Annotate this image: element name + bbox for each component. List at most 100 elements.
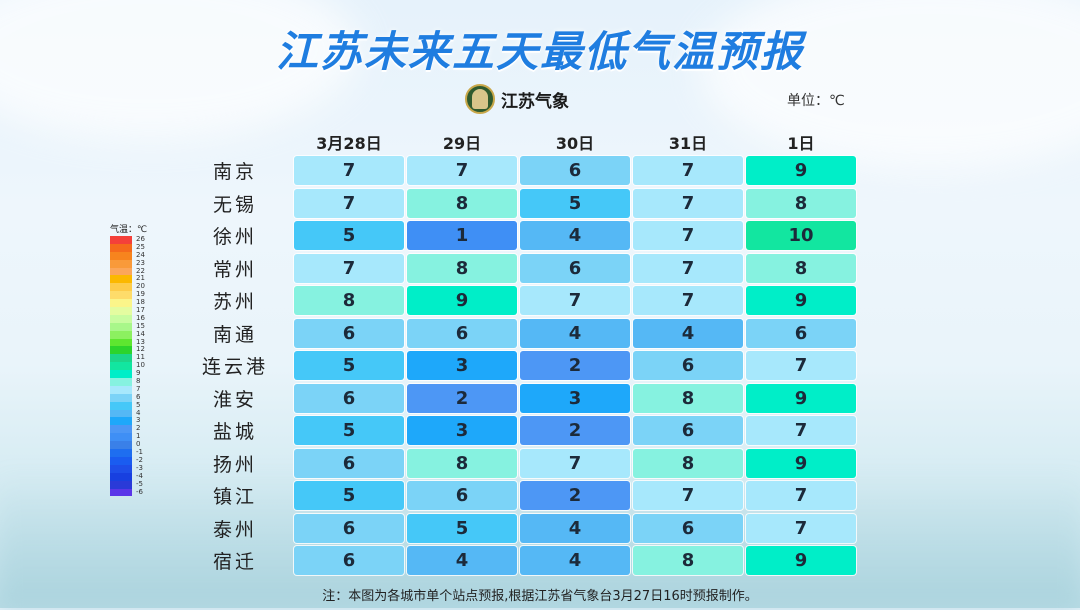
legend-item: 19 [110,290,147,300]
legend-label: -4 [136,471,143,480]
temperature-cell: 8 [633,383,743,413]
temperature-cell: 6 [294,546,404,575]
temperature-cell: 3 [407,351,517,380]
city-label: 盐城 [212,421,257,443]
city-label: 扬州 [212,453,257,476]
temperature-cell: 6 [407,318,517,348]
temperature-cell: 5 [294,481,404,510]
city-label: 镇江 [212,486,257,508]
legend-label: 6 [136,392,141,401]
legend-swatch [110,243,132,252]
legend-label: 0 [136,440,141,449]
temperature-cell: 6 [407,481,517,510]
city-label: 徐州 [212,226,257,248]
temperature-cell: 6 [294,318,404,348]
temperature-cell: 4 [407,546,517,575]
city-label: 连云港 [201,356,268,378]
temperature-cell: 7 [746,481,856,510]
legend-swatch [110,488,132,497]
temperature-cell: 6 [294,448,404,478]
legend-item: 6 [110,392,147,402]
legend-swatch [110,307,132,315]
temperature-cell: 8 [294,286,404,315]
temperature-cell: 8 [407,188,517,218]
temperature-cell: 7 [520,448,630,478]
temperature-cell: 5 [520,188,630,218]
legend-item: 0 [110,440,147,450]
legend-swatch [110,472,132,481]
legend-item: -3 [110,464,147,473]
temperature-cell: 8 [633,448,743,478]
temperature-cell: 4 [520,221,630,250]
legend-item: 8 [110,377,147,386]
legend-swatch [110,291,132,300]
legend-item: 18 [110,298,147,308]
legend-swatch [110,283,132,292]
legend-label: 20 [136,282,145,291]
legend-swatch [110,251,132,260]
temperature-cell: 7 [633,156,743,185]
city-label: 苏州 [212,291,257,313]
temperature-cell: 1 [407,221,517,250]
temperature-cell: 7 [746,513,856,543]
temperature-cell: 8 [746,188,856,218]
temperature-cell: 4 [633,318,743,348]
legend-item: -4 [110,471,147,481]
city-label: 常州 [212,258,257,281]
temperature-cell: 9 [746,383,856,413]
column-header: 3月28日 [316,134,382,153]
legend-swatch [110,480,132,489]
temperature-cell: 7 [633,286,743,315]
legend-title: 气温：℃ [110,225,148,235]
legend-swatch [110,449,132,457]
temperature-cell: 5 [294,416,404,445]
legend-item: 5 [110,401,147,410]
legend-swatch [110,314,132,323]
legend-label: 16 [136,313,145,322]
legend-label: 17 [136,306,145,315]
legend-swatch [110,456,132,465]
temperature-cell: 9 [746,546,856,575]
footnote: 注：本图为各城市单个站点预报,根据江苏省气象台3月27日16时预报制作。 [322,589,758,604]
temperature-cell: 4 [520,513,630,543]
legend-label: 10 [136,361,145,370]
column-header: 29日 [442,134,482,153]
legend-swatch [110,275,132,284]
legend-item: 21 [110,274,147,284]
legend-label: 21 [136,274,145,283]
legend-label: 11 [136,353,145,362]
legend-swatch [110,433,132,442]
legend-label: 18 [136,298,145,307]
legend-swatch [110,299,132,308]
city-labels: 南京 无锡 徐州 常州 苏州 南通 连云港 淮安 盐城 扬州 镇江 泰州 宿迁 [200,156,270,579]
legend-item: 12 [110,346,147,355]
legend-swatch [110,322,132,331]
temperature-cell: 6 [633,351,743,380]
temperature-cell: 6 [633,513,743,543]
temperature-cell: 9 [746,448,856,478]
legend-item: 11 [110,353,147,363]
legend-swatch [110,417,132,426]
temperature-cell: 7 [294,253,404,283]
temperature-cell: 7 [633,188,743,218]
column-header: 1日 [787,134,815,153]
temperature-cell: 5 [294,221,404,250]
temperature-cell: 2 [520,351,630,380]
legend-item: -1 [110,448,147,457]
legend-item: 9 [110,369,147,379]
legend-item: 4 [110,409,147,418]
legend-label: 19 [136,290,145,299]
legend-swatch [110,338,132,347]
city-label: 南京 [212,161,257,183]
temperature-cell: 10 [746,221,856,250]
temperature-cell: 8 [746,253,856,283]
legend-item: 22 [110,267,147,276]
column-header: 31日 [668,134,708,153]
temperature-cell: 8 [407,448,517,478]
legend-item: 10 [110,361,147,371]
legend-swatch [110,425,132,434]
legend-item: -5 [110,480,147,489]
legend-swatch [110,393,132,402]
temperature-cell: 7 [633,253,743,283]
city-label: 淮安 [212,388,257,411]
